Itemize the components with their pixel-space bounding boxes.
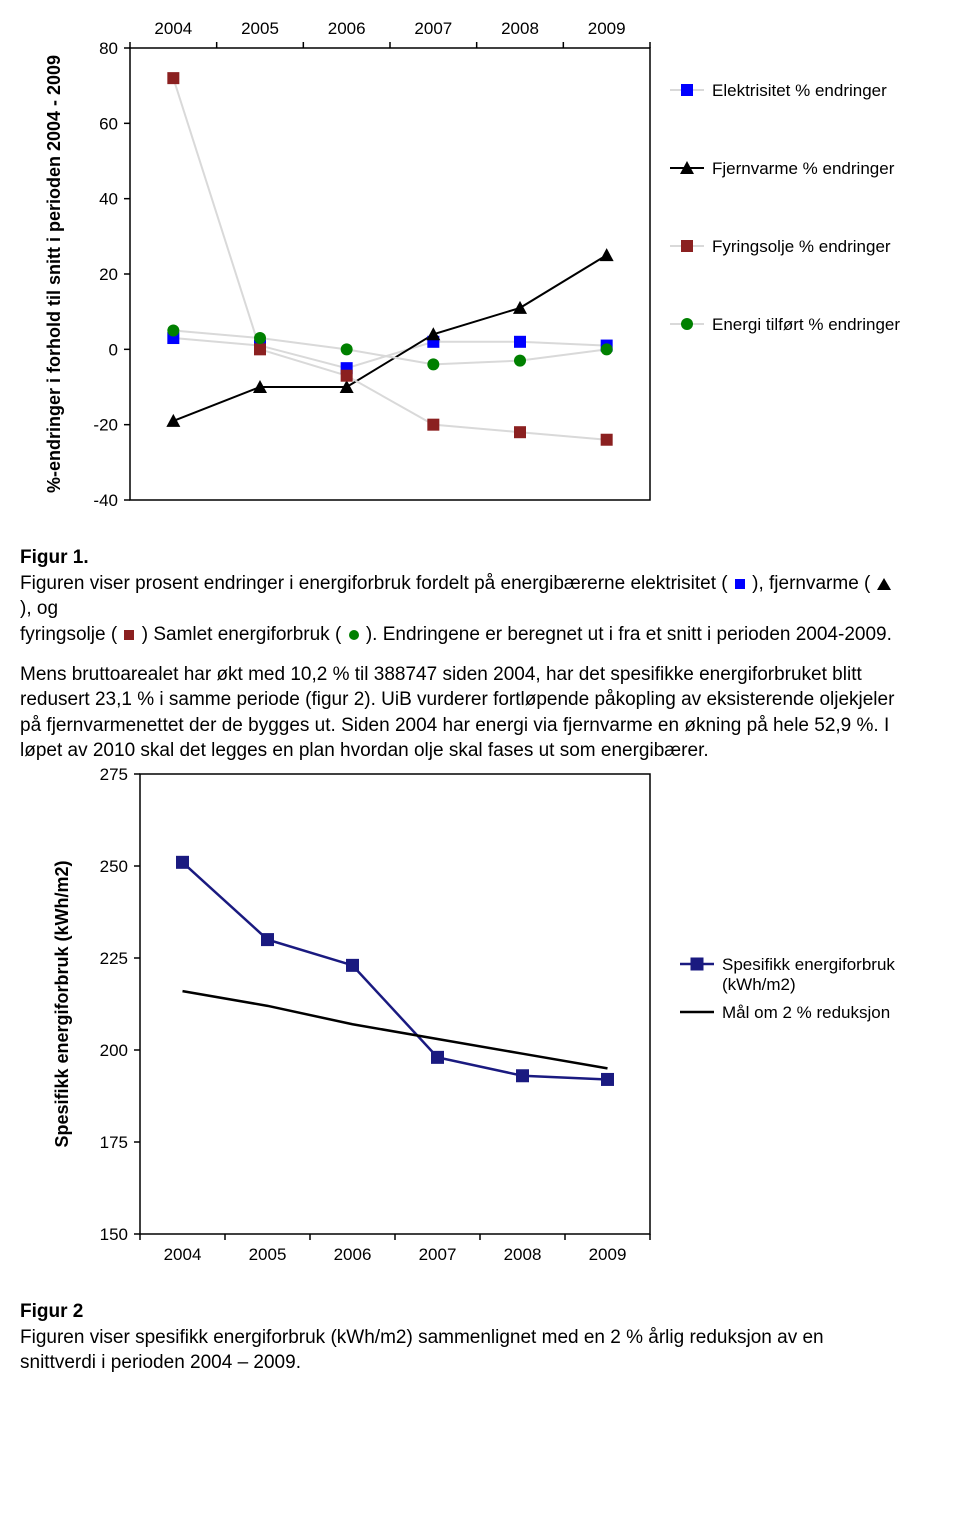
svg-text:2007: 2007 bbox=[414, 20, 452, 38]
svg-text:Energi tilført % endringer: Energi tilført % endringer bbox=[712, 315, 900, 334]
caption1-text-d: fyringsolje ( bbox=[20, 624, 117, 645]
green-circle-icon bbox=[347, 628, 361, 642]
svg-text:80: 80 bbox=[99, 39, 118, 58]
svg-text:Spesifikk energiforbruk (kWh/m: Spesifikk energiforbruk (kWh/m2) bbox=[52, 861, 72, 1148]
svg-text:2008: 2008 bbox=[504, 1245, 542, 1264]
caption1-text-f: ). Endringene er beregnet ut i fra et sn… bbox=[366, 624, 892, 645]
svg-text:2004: 2004 bbox=[164, 1245, 202, 1264]
caption1-text-c: ), og bbox=[20, 598, 58, 619]
svg-text:2008: 2008 bbox=[501, 20, 539, 38]
svg-text:2009: 2009 bbox=[588, 20, 626, 38]
svg-text:Fyringsolje % endringer: Fyringsolje % endringer bbox=[712, 237, 891, 256]
svg-text:2005: 2005 bbox=[249, 1245, 287, 1264]
svg-text:200: 200 bbox=[100, 1041, 128, 1060]
svg-text:2007: 2007 bbox=[419, 1245, 457, 1264]
svg-text:-40: -40 bbox=[93, 491, 118, 510]
svg-text:Elektrisitet % endringer: Elektrisitet % endringer bbox=[712, 81, 887, 100]
svg-text:Spesifikk energiforbruk: Spesifikk energiforbruk bbox=[722, 955, 895, 974]
svg-text:40: 40 bbox=[99, 190, 118, 209]
caption1-text-e: ) Samlet energiforbruk ( bbox=[142, 624, 342, 645]
svg-text:Mål om 2 % reduksjon: Mål om 2 % reduksjon bbox=[722, 1003, 890, 1022]
svg-text:20: 20 bbox=[99, 265, 118, 284]
chart-2-container: 150 175 200 225 250 275 2004 2005 2006 2007 2008 20… bbox=[20, 764, 940, 1289]
svg-text:2009: 2009 bbox=[589, 1245, 627, 1264]
svg-text:Fjernvarme % endringer: Fjernvarme % endringer bbox=[712, 159, 895, 178]
chart-2: 150 175 200 225 250 275 2004 2005 2006 2007 2008 20… bbox=[20, 764, 940, 1284]
caption1-text-a: Figuren viser prosent endringer i energi… bbox=[20, 573, 728, 594]
black-triangle-icon bbox=[876, 577, 892, 591]
red-square-icon bbox=[122, 628, 136, 642]
svg-text:275: 275 bbox=[100, 765, 128, 784]
body-paragraph: Mens bruttoarealet har økt med 10,2 % ti… bbox=[20, 662, 900, 765]
svg-text:-20: -20 bbox=[93, 416, 118, 435]
svg-text:150: 150 bbox=[100, 1225, 128, 1244]
svg-text:2004: 2004 bbox=[154, 20, 192, 38]
svg-text:175: 175 bbox=[100, 1133, 128, 1152]
figure-2-caption: Figur 2 Figuren viser spesifikk energifo… bbox=[20, 1299, 900, 1376]
svg-text:60: 60 bbox=[99, 114, 118, 133]
figure-1-caption: Figur 1. Figuren viser prosent endringer… bbox=[20, 545, 900, 648]
svg-text:2006: 2006 bbox=[334, 1245, 372, 1264]
blue-square-icon bbox=[733, 577, 747, 591]
figure-2-text: Figuren viser spesifikk energiforbruk (k… bbox=[20, 1327, 824, 1374]
svg-text:(kWh/m2): (kWh/m2) bbox=[722, 975, 796, 994]
chart-1-container: 2004 2005 2006 2007 2008 2009 -40 -20 0 20 40 60 80%… bbox=[20, 20, 940, 545]
figure-2-title: Figur 2 bbox=[20, 1301, 83, 1322]
chart-1: 2004 2005 2006 2007 2008 2009 -40 -20 0 20 40 60 80%… bbox=[20, 20, 940, 540]
svg-text:2006: 2006 bbox=[328, 20, 366, 38]
svg-text:250: 250 bbox=[100, 857, 128, 876]
svg-text:225: 225 bbox=[100, 949, 128, 968]
svg-text:0: 0 bbox=[109, 340, 118, 359]
caption1-text-b: ), fjernvarme ( bbox=[752, 573, 870, 594]
figure-1-title: Figur 1. bbox=[20, 547, 89, 568]
svg-text:2005: 2005 bbox=[241, 20, 279, 38]
svg-text:%-endringer i forhold til snit: %-endringer i forhold til snitt i period… bbox=[44, 55, 64, 493]
